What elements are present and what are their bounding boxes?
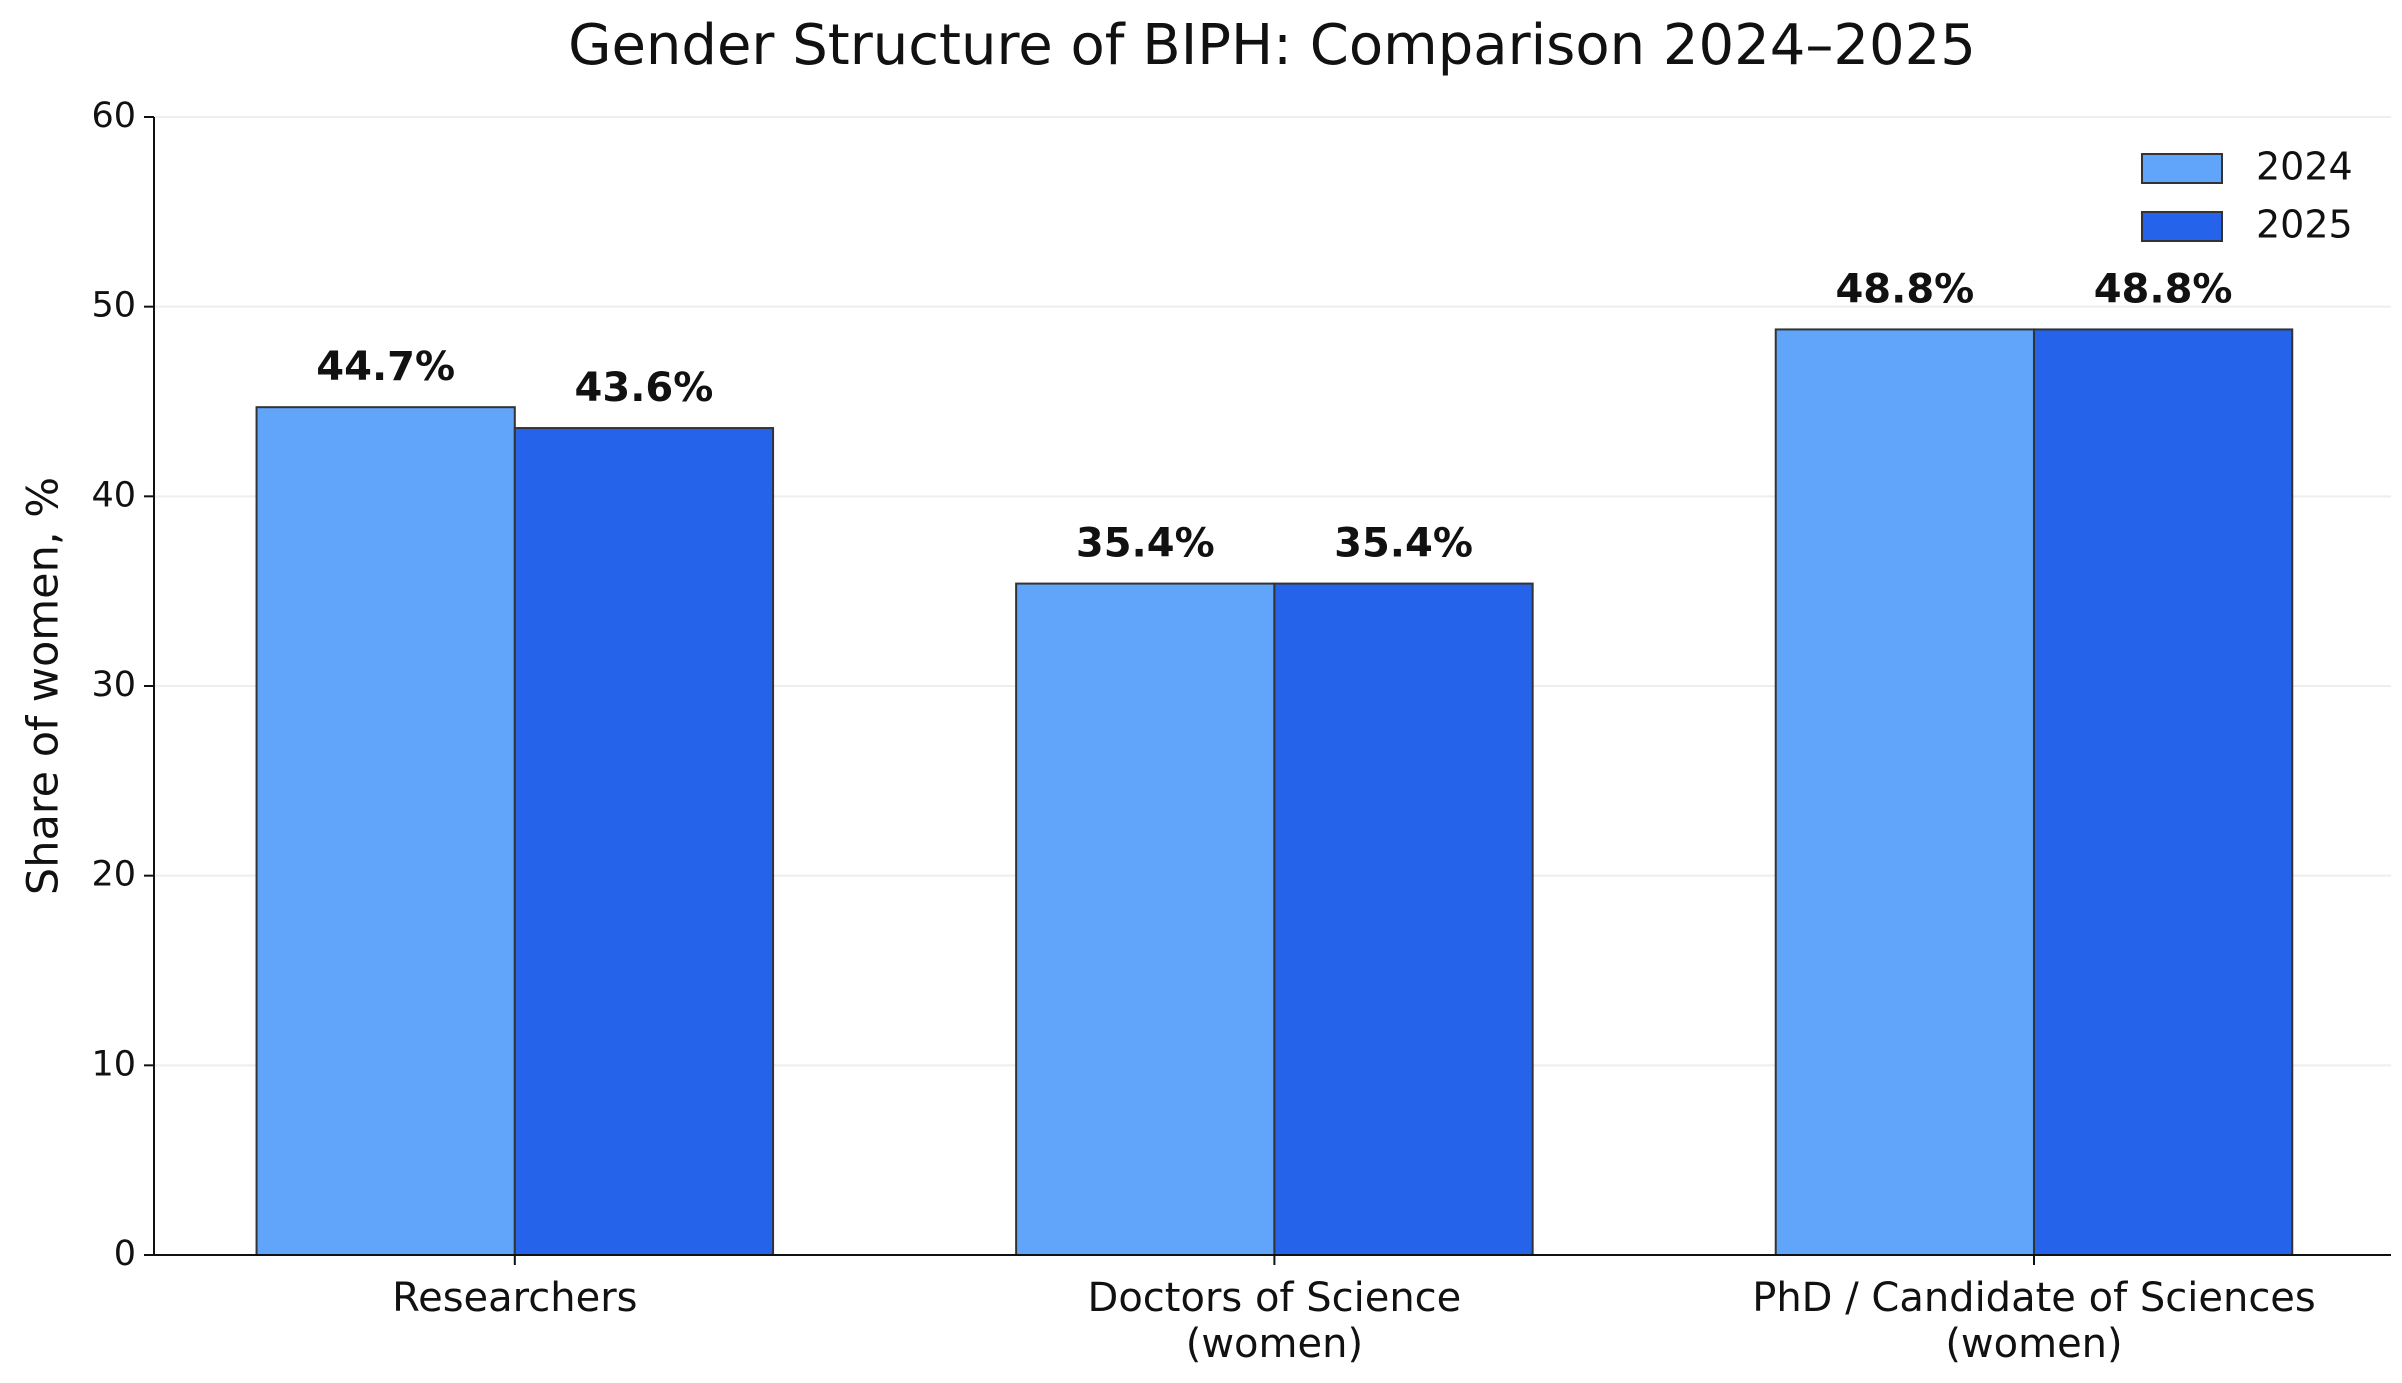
legend-label: 2024 xyxy=(2256,145,2353,189)
value-label: 35.4% xyxy=(1076,521,1215,567)
bar xyxy=(2032,328,2294,1256)
y-tick-label: 50 xyxy=(91,286,136,326)
bar xyxy=(1774,328,2035,1256)
value-label: 48.8% xyxy=(2094,266,2233,312)
legend-label: 2025 xyxy=(2256,203,2353,247)
value-label: 44.7% xyxy=(316,344,455,390)
y-tick-label: 30 xyxy=(91,665,136,705)
y-tick-label: 20 xyxy=(91,855,136,895)
bar xyxy=(255,406,516,1256)
bar xyxy=(1273,582,1534,1256)
legend-swatch xyxy=(2141,211,2223,242)
y-tick-label: 40 xyxy=(91,475,136,515)
chart-title: Gender Structure of BIPH: Comparison 202… xyxy=(568,13,1976,78)
x-tick-label: Researchers xyxy=(392,1275,638,1321)
x-tick-label: PhD / Candidate of Sciences (women) xyxy=(1752,1275,2316,1367)
y-tick-label: 10 xyxy=(91,1044,136,1084)
value-label: 43.6% xyxy=(575,365,714,411)
value-label: 35.4% xyxy=(1334,521,1473,567)
bar xyxy=(513,427,775,1256)
y-tick-label: 60 xyxy=(91,96,136,136)
x-tick-label: Doctors of Science (women) xyxy=(1087,1275,1462,1367)
y-axis-label: Share of women, % xyxy=(19,477,69,895)
y-tick-label: 0 xyxy=(114,1234,136,1274)
value-label: 48.8% xyxy=(1835,266,1974,312)
legend-swatch xyxy=(2141,153,2223,184)
bar xyxy=(1015,582,1276,1256)
